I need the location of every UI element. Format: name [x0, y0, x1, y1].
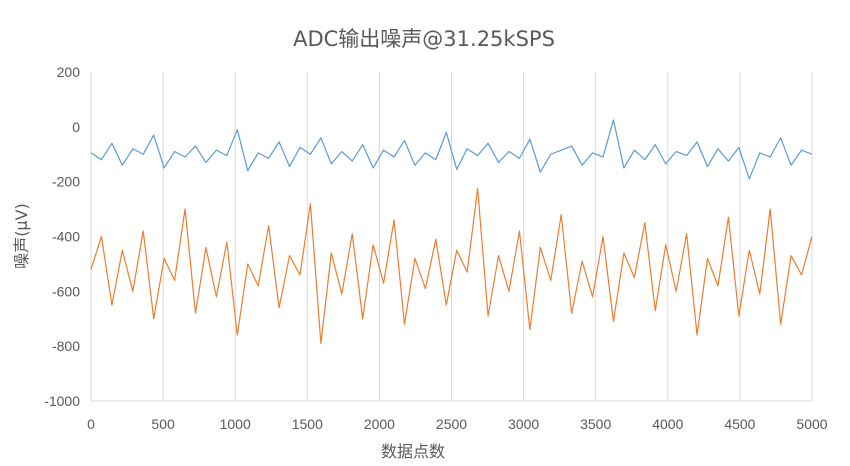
- grid-lines: [90, 72, 813, 402]
- x-tick-label: 3000: [508, 416, 539, 432]
- x-tick-label: 5000: [796, 416, 827, 432]
- x-axis-ticks: 0 500 1000 1500 2000 2500 3000 3500 4000 4500 5000: [87, 416, 828, 432]
- y-tick-label: 0: [72, 119, 80, 135]
- y-axis-label: 噪声(μV): [12, 203, 31, 269]
- x-tick-label: 2000: [364, 416, 395, 432]
- series-2-line: [90, 187, 813, 345]
- y-tick-label: -200: [52, 174, 80, 190]
- x-tick-label: 0: [87, 416, 95, 432]
- y-tick-label: -1000: [44, 393, 80, 409]
- y-axis-ticks: 200 0 -200 -400 -600 -800 -1000: [44, 64, 80, 409]
- x-axis-label: 数据点数: [381, 442, 445, 461]
- series-layer: [90, 119, 813, 345]
- x-tick-label: 1500: [292, 416, 323, 432]
- chart-title: ADC输出噪声@31.25kSPS: [293, 27, 555, 51]
- series-2: [90, 187, 813, 345]
- series-1-line: [90, 119, 813, 180]
- y-tick-label: -800: [52, 338, 80, 354]
- x-tick-label: 1000: [220, 416, 251, 432]
- x-tick-label: 3500: [580, 416, 611, 432]
- y-tick-label: -600: [52, 283, 80, 299]
- x-tick-label: 4000: [652, 416, 683, 432]
- y-tick-label: 200: [57, 64, 81, 80]
- x-tick-label: 4500: [724, 416, 755, 432]
- x-tick-label: 2500: [436, 416, 467, 432]
- y-tick-label: -400: [52, 229, 80, 245]
- series-1: [90, 119, 813, 180]
- x-tick-label: 500: [151, 416, 175, 432]
